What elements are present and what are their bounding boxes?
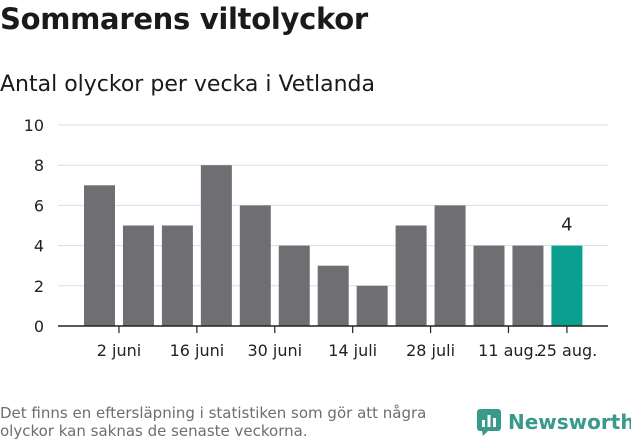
x-tick-label: 11 aug. <box>478 341 539 360</box>
bar <box>317 265 349 326</box>
x-tick-label: 28 juli <box>406 341 455 360</box>
x-tick-label: 14 juli <box>328 341 377 360</box>
y-tick-label: 4 <box>34 237 44 256</box>
chart-title: Sommarens viltolyckor <box>0 2 368 36</box>
bar <box>512 245 544 326</box>
x-tick-label: 25 aug. <box>537 341 598 360</box>
bar <box>200 165 232 326</box>
x-tick-label: 16 juni <box>170 341 225 360</box>
x-axis: 2 juni 16 juni 30 juni 14 juli 28 juli 11 aug… <box>58 325 608 360</box>
x-tick-label: 30 juni <box>247 341 302 360</box>
bar <box>473 245 505 326</box>
bar <box>434 205 466 326</box>
y-tick-label: 2 <box>34 277 44 296</box>
brand-logo: Newsworthy <box>476 408 631 436</box>
x-tick-label: 2 juni <box>97 341 141 360</box>
y-tick-label: 8 <box>34 156 44 175</box>
bar <box>84 185 115 326</box>
bar <box>122 225 154 326</box>
y-tick-label: 6 <box>34 196 44 215</box>
chart-subtitle: Antal olyckor per vecka i Vetlanda <box>0 72 375 97</box>
y-axis-ticks: 0 2 4 6 8 10 <box>24 116 44 336</box>
brand-name: Newsworthy <box>508 410 631 434</box>
bar <box>239 205 271 326</box>
bar <box>395 225 427 326</box>
data-label-highlight: 4 <box>561 215 572 236</box>
bar-chart: 0 2 4 6 8 10 2 juni 16 juni 30 juni 14 juli 28 ju… <box>24 116 608 360</box>
bar <box>161 225 193 326</box>
data-labels: 4 <box>561 215 572 236</box>
y-tick-label: 10 <box>24 116 44 135</box>
y-tick-label: 0 <box>34 317 44 336</box>
bar <box>356 285 388 326</box>
newsworthy-logo-icon <box>477 409 501 436</box>
footnote: Det finns en eftersläpning i statistiken… <box>0 404 427 440</box>
bar <box>278 245 310 326</box>
bars <box>84 165 583 326</box>
bar-highlighted <box>551 245 583 326</box>
